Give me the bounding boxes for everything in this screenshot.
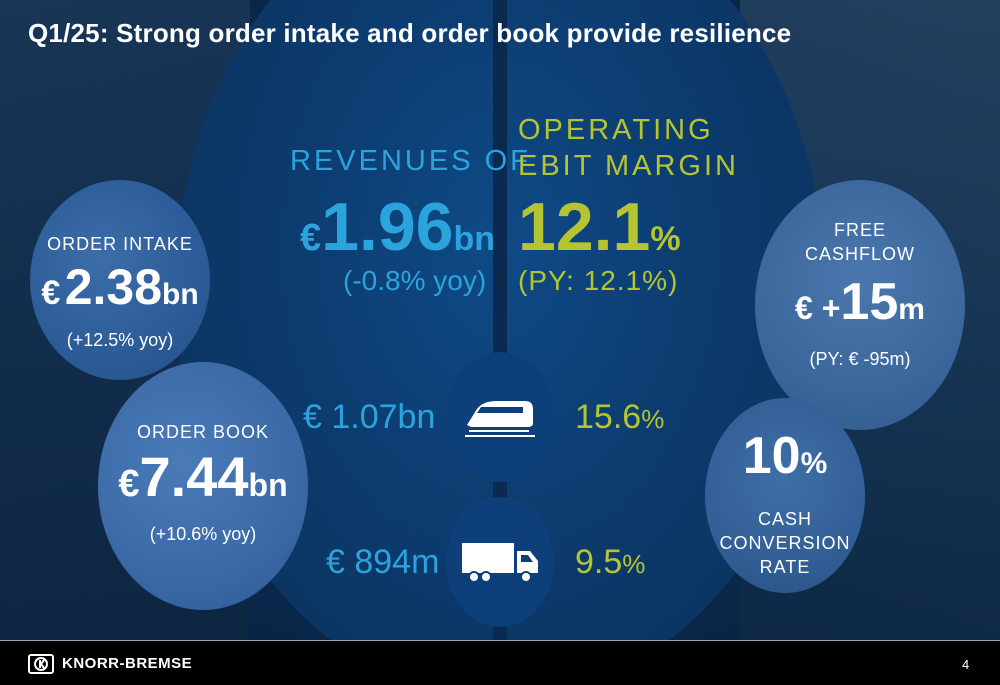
operating-ebit-value: 12.1: [518, 189, 651, 265]
revenues-unit: bn: [453, 220, 496, 258]
order-intake-currency: €: [41, 274, 61, 312]
order-book-value: 7.44: [139, 445, 249, 508]
rail-margin-row: 15.6%: [575, 398, 664, 437]
order-intake-unit: bn: [162, 278, 199, 311]
cash-conversion-label-line1: CASH: [757, 509, 812, 529]
revenues-label: REVENUES OF: [290, 145, 531, 177]
operating-ebit-label-line2: EBIT MARGIN: [518, 150, 739, 182]
rail-segment-circle: [446, 352, 554, 482]
operating-ebit-unit: %: [650, 220, 681, 258]
truck-margin-value: 9.5: [575, 543, 623, 581]
order-intake-change: (+12.5% yoy): [66, 330, 174, 350]
revenues-currency: €: [300, 217, 322, 259]
revenues-value: 1.96: [321, 189, 454, 265]
cash-conversion-value: 10: [742, 427, 801, 485]
order-intake-value: 2.38: [64, 259, 163, 315]
operating-ebit-value-row: 12.1%: [518, 188, 681, 266]
cash-conversion-label-line3: RATE: [759, 557, 811, 577]
order-book-bubble: ORDER BOOK €7.44bn (+10.6% yoy): [98, 362, 308, 610]
truck-segment-circle: [446, 497, 554, 627]
free-cashflow-value-row: € +15m: [755, 274, 965, 343]
free-cashflow-bubble: FREE CASHFLOW € +15m (PY: € -95m): [755, 180, 965, 430]
free-cashflow-value: 15: [840, 273, 899, 331]
free-cashflow-label: FREE CASHFLOW: [755, 218, 965, 266]
footer: [0, 641, 1000, 685]
cash-conversion-label-line2: CONVERSION: [719, 533, 851, 553]
page-number: 4: [962, 657, 970, 672]
rail-margin-unit: %: [641, 404, 665, 434]
slide-title: Q1/25: Strong order intake and order boo…: [28, 18, 792, 48]
order-book-currency: €: [118, 463, 140, 505]
revenues-change: (-0.8% yoy): [343, 265, 487, 296]
brand-name: KNORR-BREMSE: [62, 655, 193, 672]
rail-margin-value: 15.6: [575, 398, 642, 436]
free-cashflow-currency: € +: [795, 290, 841, 326]
free-cashflow-unit: m: [898, 293, 925, 326]
knorr-bremse-logo-icon: [28, 654, 54, 674]
train-icon: [465, 401, 535, 437]
order-intake-label: ORDER INTAKE: [47, 234, 193, 254]
order-book-change: (+10.6% yoy): [149, 524, 257, 544]
cash-conversion-value-row: 10%: [705, 428, 865, 497]
cash-conversion-label: CASH CONVERSION RATE: [705, 507, 865, 579]
revenues-value-row: €1.96bn: [300, 188, 495, 266]
order-book-value-row: €7.44bn: [98, 447, 308, 522]
order-book-unit: bn: [248, 467, 288, 503]
truck-icon: [462, 543, 538, 583]
cash-conversion-bubble: 10% CASH CONVERSION RATE: [705, 398, 865, 593]
order-intake-value-row: € 2.38bn: [30, 261, 210, 326]
free-cashflow-py: (PY: € -95m): [809, 349, 911, 369]
rail-revenue: € 1.07bn: [303, 398, 436, 436]
cash-conversion-unit: %: [800, 447, 828, 480]
footer-divider: [0, 640, 1000, 641]
operating-ebit-label: OPERATING EBIT MARGIN: [518, 112, 739, 184]
truck-revenue: € 894m: [326, 543, 440, 581]
free-cashflow-label-line2: CASHFLOW: [804, 244, 915, 264]
free-cashflow-label-line1: FREE: [833, 220, 886, 240]
operating-ebit-label-line1: OPERATING: [518, 114, 714, 146]
order-book-label: ORDER BOOK: [136, 422, 270, 442]
order-intake-bubble: ORDER INTAKE € 2.38bn (+12.5% yoy): [30, 180, 210, 380]
operating-ebit-py: (PY: 12.1%): [518, 265, 679, 296]
truck-margin-row: 9.5%: [575, 543, 645, 582]
truck-margin-unit: %: [622, 549, 646, 579]
